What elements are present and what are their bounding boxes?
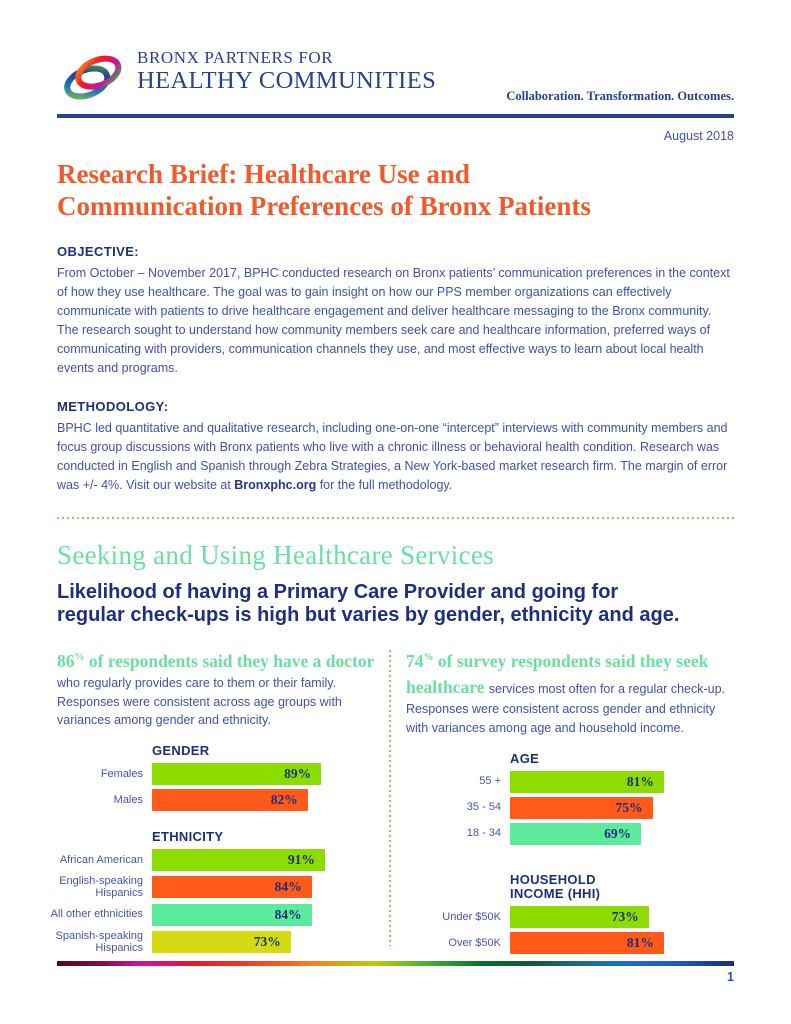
bar: 89% bbox=[152, 763, 322, 785]
bar-row: Under $50K 73% bbox=[406, 906, 734, 929]
bar-label: Under $50K bbox=[442, 911, 501, 924]
methodology-body: BPHC led quantitative and qualitative re… bbox=[57, 419, 734, 495]
bar-value: 73% bbox=[253, 933, 281, 949]
bphc-logo-icon bbox=[64, 55, 122, 100]
methodology-text-before: BPHC led quantitative and qualitative re… bbox=[57, 420, 728, 492]
bar-label: All other ethnicities bbox=[50, 908, 143, 921]
column-divider bbox=[389, 649, 391, 947]
bar-row: 55 + 81% bbox=[406, 770, 734, 793]
bar-value: 84% bbox=[274, 906, 302, 922]
bar-label: Females bbox=[100, 767, 143, 780]
bar-value: 91% bbox=[287, 851, 315, 867]
bar-value: 75% bbox=[615, 799, 643, 815]
bar: 69% bbox=[510, 822, 642, 845]
age-chart-title: AGE bbox=[510, 750, 540, 766]
bar-label: 18 - 34 bbox=[466, 827, 501, 840]
page-number: 1 bbox=[727, 970, 734, 984]
bar-value: 84% bbox=[274, 879, 302, 895]
section-subheading-line1: Likelihood of having a Primary Care Prov… bbox=[57, 580, 619, 603]
footer-gradient-bar bbox=[57, 961, 734, 966]
header: BRONX PARTNERS FOR HEALTHY COMMUNITIES C… bbox=[57, 48, 734, 106]
age-chart: AGE 55 + 81% 35 - 54 75% 18 - 34 69% bbox=[406, 750, 734, 845]
ethnicity-chart-title: ETHNICITY bbox=[152, 829, 224, 844]
page-title-line2: Communication Preferences of Bronx Patie… bbox=[57, 191, 591, 222]
bar-value: 89% bbox=[284, 766, 312, 781]
bar: 73% bbox=[152, 930, 291, 953]
bar-label: African American bbox=[59, 853, 143, 866]
publication-date: August 2018 bbox=[663, 129, 734, 143]
bar: 73% bbox=[510, 906, 649, 929]
right-lead-text: services most often for a regular check-… bbox=[406, 681, 726, 735]
page-title: Research Brief: Healthcare Use and Commu… bbox=[57, 158, 734, 223]
right-lead-paragraph: 74% of survey respondents said they seek… bbox=[406, 648, 734, 738]
bar-row: African American 91% bbox=[33, 848, 382, 871]
logo-line1: BRONX PARTNERS FOR bbox=[137, 48, 334, 67]
hhi-chart-title: HOUSEHOLD INCOME (HHI) bbox=[510, 871, 601, 902]
left-lead-paragraph: 86% of respondents said they have a doct… bbox=[57, 648, 382, 731]
bar: 84% bbox=[152, 876, 312, 899]
bar: 91% bbox=[152, 848, 325, 871]
bar-value: 81% bbox=[626, 935, 654, 951]
tagline: Collaboration. Transformation. Outcomes. bbox=[506, 89, 734, 103]
bar-row: English-speaking Hispanics 84% bbox=[33, 875, 382, 900]
bar-row: Spanish-speaking Hispanics 73% bbox=[33, 930, 382, 955]
ethnicity-chart: ETHNICITY African American 91% English-s… bbox=[33, 829, 382, 955]
website-link[interactable]: Bronxphc.org bbox=[234, 477, 317, 492]
right-stat-highlight: 74% of survey respondents said they seek… bbox=[406, 650, 709, 697]
bar: 84% bbox=[152, 903, 312, 926]
bar-label: Over $50K bbox=[448, 937, 501, 950]
bar-value: 69% bbox=[604, 825, 632, 841]
objective-heading: OBJECTIVE: bbox=[57, 243, 140, 259]
section-subheading: Likelihood of having a Primary Care Prov… bbox=[57, 581, 734, 628]
bar-value: 73% bbox=[611, 909, 639, 925]
gender-chart: GENDER Females 89% Males 82% bbox=[33, 743, 382, 811]
logo-wordmark: BRONX PARTNERS FOR HEALTHY COMMUNITIES bbox=[137, 48, 436, 93]
bar: 75% bbox=[510, 796, 653, 819]
gender-chart-title: GENDER bbox=[152, 743, 210, 759]
bar: 82% bbox=[152, 789, 308, 811]
bar-label: 55 + bbox=[479, 775, 501, 788]
bar: 81% bbox=[510, 770, 664, 793]
page-title-line1: Research Brief: Healthcare Use and bbox=[57, 159, 470, 189]
bar-row: Over $50K 81% bbox=[406, 932, 734, 955]
stats-columns: 86% of respondents said they have a doct… bbox=[51, 648, 734, 959]
objective-body: From October – November 2017, BPHC condu… bbox=[57, 265, 730, 375]
right-column: 74% of survey respondents said they seek… bbox=[398, 648, 734, 959]
header-divider bbox=[57, 114, 734, 118]
bar-label: Spanish-speaking Hispanics bbox=[55, 929, 143, 954]
bar-row: Males 82% bbox=[33, 789, 382, 811]
logo-line2: HEALTHY COMMUNITIES bbox=[137, 66, 437, 94]
methodology-text-after: for the full methodology. bbox=[316, 477, 453, 492]
bar-row: All other ethnicities 84% bbox=[33, 903, 382, 926]
bar-label: English-speaking Hispanics bbox=[59, 874, 143, 900]
bar-row: 18 - 34 69% bbox=[406, 822, 734, 845]
bar-row: Females 89% bbox=[33, 763, 382, 785]
section-heading: Seeking and Using Healthcare Services bbox=[57, 539, 494, 570]
section-subheading-line2: regular check-ups is high but varies by … bbox=[57, 604, 680, 627]
bar-value: 82% bbox=[270, 792, 298, 807]
bar-value: 81% bbox=[626, 773, 654, 789]
bar-label: 35 - 54 bbox=[466, 801, 501, 814]
bar-row: 35 - 54 75% bbox=[406, 796, 734, 819]
left-column: 86% of respondents said they have a doct… bbox=[51, 648, 382, 959]
section-divider bbox=[57, 516, 734, 519]
left-stat-highlight: 86% of respondents said they have a doct… bbox=[57, 650, 375, 671]
left-lead-text: who regularly provides care to them or t… bbox=[57, 675, 342, 728]
methodology-heading: METHODOLOGY: bbox=[57, 398, 169, 414]
bar-label: Males bbox=[113, 793, 143, 806]
bar: 81% bbox=[510, 932, 664, 955]
hhi-chart: HOUSEHOLD INCOME (HHI) Under $50K 73% Ov… bbox=[406, 871, 734, 955]
